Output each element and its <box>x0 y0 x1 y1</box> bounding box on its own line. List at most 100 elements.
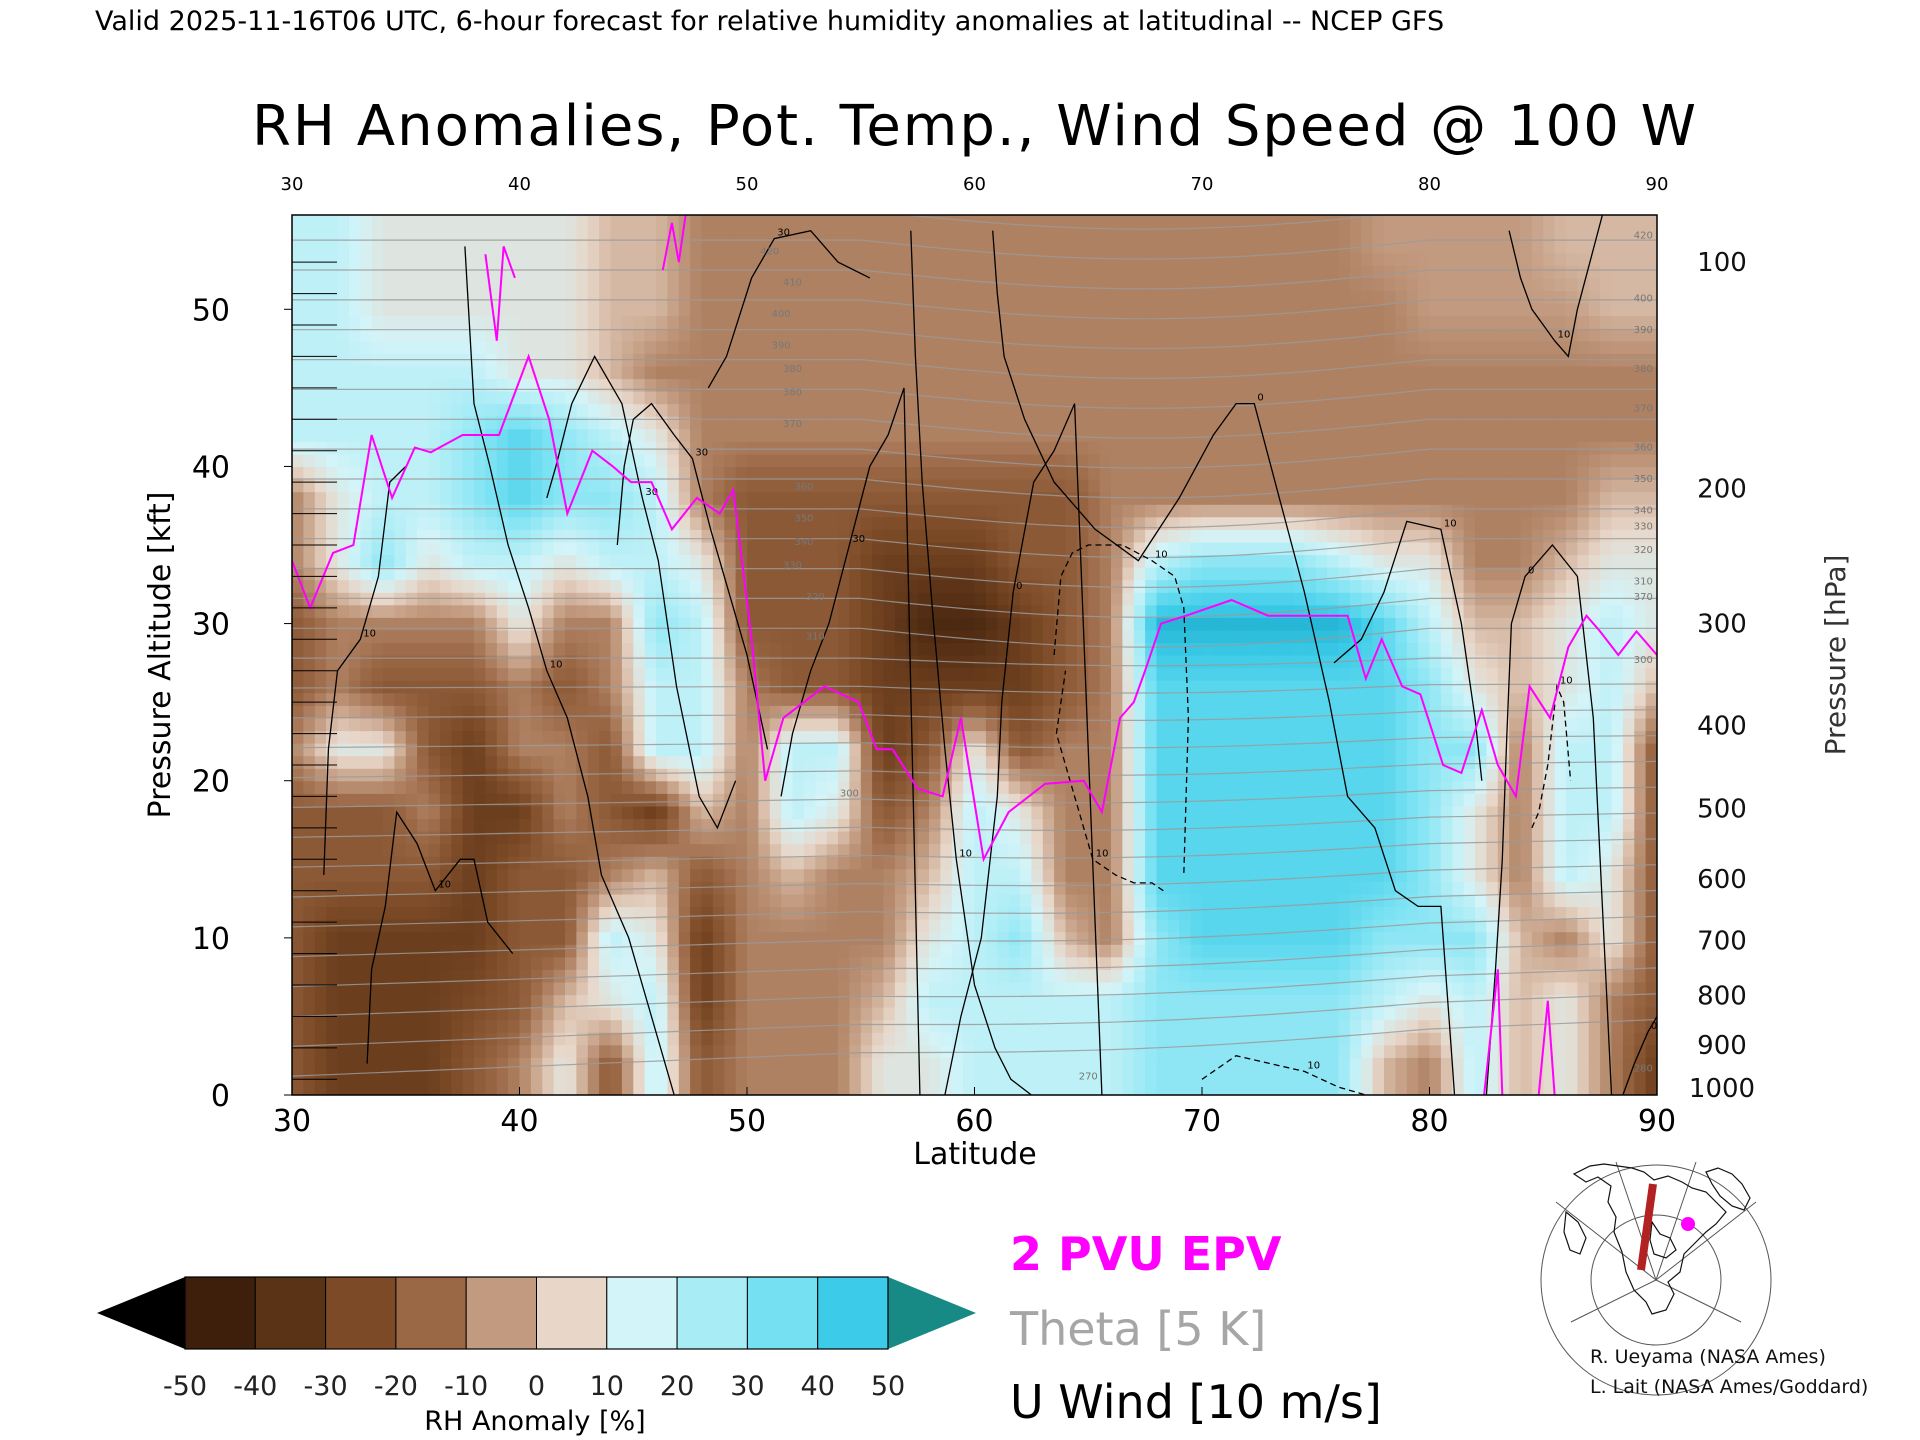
heat-cell <box>1020 315 1032 329</box>
heat-cell <box>439 956 452 970</box>
heat-cell <box>826 692 839 706</box>
heat-cell <box>383 403 395 417</box>
heat-cell <box>576 290 589 304</box>
heat-cell <box>735 441 748 455</box>
heat-cell <box>451 541 464 556</box>
heat-cell <box>883 843 896 857</box>
heat-cell <box>940 868 953 882</box>
heat-cell <box>1076 227 1089 241</box>
heat-cell <box>599 868 612 882</box>
heat-cell <box>1031 931 1044 945</box>
heat-cell <box>963 403 976 417</box>
heat-cell <box>621 529 634 543</box>
heat-cell <box>508 567 521 581</box>
heat-cell <box>508 717 521 732</box>
heat-cell <box>496 604 509 618</box>
heat-cell <box>587 881 600 895</box>
heat-cell <box>371 680 384 694</box>
heat-cell <box>405 541 418 556</box>
heat-cell <box>496 692 509 706</box>
heat-cell <box>485 1044 498 1058</box>
heat-cell <box>371 277 384 292</box>
heat-cell <box>1008 705 1021 719</box>
heat-cell <box>451 378 464 392</box>
heat-cell <box>883 780 896 794</box>
heat-cell <box>815 466 828 480</box>
heat-cell <box>633 919 646 933</box>
heat-cell <box>587 252 600 266</box>
heat-cell <box>1065 315 1078 329</box>
heat-cell <box>303 579 316 593</box>
heat-cell <box>724 755 737 769</box>
heat-cell <box>428 743 441 757</box>
heat-cell <box>428 981 441 996</box>
heat-cell <box>394 315 407 329</box>
heat-cell <box>951 215 964 229</box>
heat-cell <box>1031 667 1044 681</box>
heat-cell <box>474 227 486 241</box>
heat-cell <box>621 1082 634 1095</box>
heat-cell <box>1031 215 1044 229</box>
heat-cell <box>439 479 452 493</box>
heat-cell <box>621 856 634 870</box>
heat-cell <box>747 252 759 266</box>
heat-cell <box>485 642 498 656</box>
heat-cell <box>508 290 521 304</box>
heat-cell <box>621 1069 634 1084</box>
heat-cell <box>326 252 339 266</box>
heat-cell <box>985 504 998 518</box>
heat-cell <box>371 391 384 405</box>
heat-cell <box>383 1069 395 1084</box>
heat-cell <box>553 818 566 832</box>
heat-cell <box>894 843 907 857</box>
heat-cell <box>1042 353 1055 367</box>
heat-cell <box>474 730 486 744</box>
heat-cell <box>849 868 862 882</box>
heat-cell <box>792 780 805 794</box>
heat-cell <box>1088 780 1101 794</box>
heat-cell <box>758 893 771 908</box>
heat-cell <box>1088 655 1101 669</box>
heat-cell <box>644 240 657 254</box>
heat-cell <box>530 956 543 970</box>
heat-cell <box>872 768 885 782</box>
heat-cell <box>383 378 395 392</box>
heat-cell <box>587 629 600 644</box>
heat-cell <box>474 1069 486 1084</box>
heat-cell <box>303 1032 316 1046</box>
heat-cell <box>1031 240 1044 254</box>
heat-cell <box>417 227 430 241</box>
heat-cell <box>360 1082 373 1095</box>
heat-cell <box>929 743 941 757</box>
heat-cell <box>371 931 384 945</box>
heat-cell <box>337 730 350 744</box>
heat-cell <box>326 1007 339 1021</box>
heat-cell <box>781 277 794 292</box>
heat-cell <box>792 843 805 857</box>
heat-cell <box>542 265 555 279</box>
heat-cell <box>439 906 452 920</box>
heat-cell <box>849 554 862 568</box>
heat-cell <box>929 365 941 380</box>
heat-cell <box>485 277 498 292</box>
heat-cell <box>474 717 486 732</box>
heat-cell <box>1020 755 1032 769</box>
heat-cell <box>542 378 555 392</box>
heat-cell <box>553 667 566 681</box>
heat-cell <box>849 1082 862 1095</box>
heat-cell <box>644 717 657 732</box>
heat-cell <box>826 516 839 530</box>
heat-cell <box>883 1044 896 1058</box>
heat-cell <box>337 567 350 581</box>
heat-cell <box>940 252 953 266</box>
heat-cell <box>997 579 1010 593</box>
heat-cell <box>701 793 714 807</box>
heat-cell <box>1088 868 1101 882</box>
heat-cell <box>826 277 839 292</box>
heat-cell <box>621 843 634 857</box>
heat-cell <box>553 567 566 581</box>
heat-cell <box>963 1069 976 1084</box>
heat-cell <box>724 1044 737 1058</box>
heat-cell <box>781 479 794 493</box>
heat-cell <box>337 931 350 945</box>
